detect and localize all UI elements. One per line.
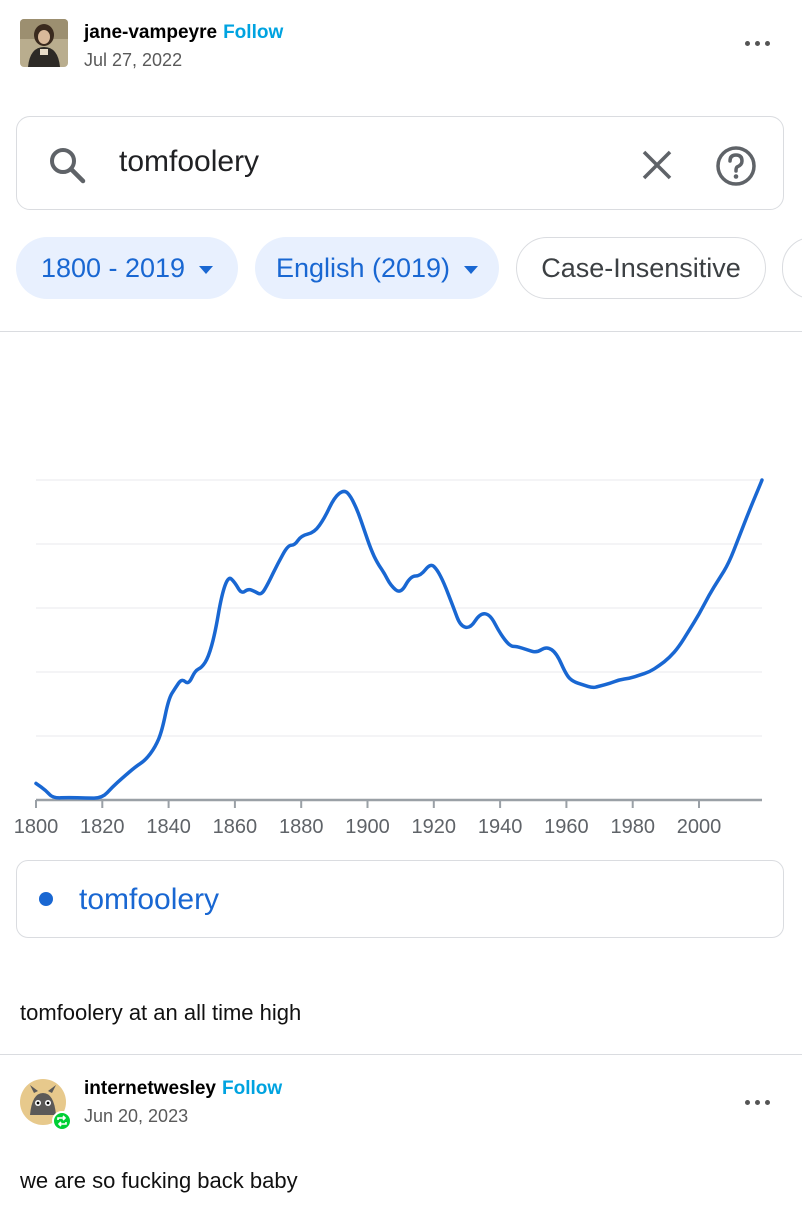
series-line-tomfoolery[interactable] — [34, 478, 764, 800]
x-tick-label: 1960 — [544, 816, 589, 838]
username[interactable]: jane-vampeyre Follow — [84, 22, 283, 44]
more-options-icon[interactable] — [744, 33, 774, 53]
username-text[interactable]: internetwesley — [84, 1078, 216, 1099]
post-caption: tomfoolery at an all time high — [20, 1000, 302, 1025]
more-options-icon[interactable] — [744, 1092, 774, 1112]
corpus-label: English (2019) — [275, 252, 451, 283]
case-chip[interactable]: Case-Insensitive — [516, 237, 766, 299]
x-tick-label: 1980 — [610, 816, 655, 838]
post-header: jane-vampeyre Follow Jul 27, 2022 — [0, 16, 802, 86]
x-tick-label: 2000 — [677, 816, 722, 838]
help-icon[interactable] — [715, 145, 757, 187]
username-text[interactable]: jane-vampeyre — [84, 22, 218, 43]
smoothing-chip[interactable] — [782, 237, 802, 299]
reblog-header: internetwesley Follow Jun 20, 2023 — [0, 1074, 802, 1144]
case-label: Case-Insensitive — [541, 252, 741, 283]
divider — [0, 1054, 802, 1055]
x-tick-label: 1880 — [279, 816, 324, 838]
reblog-caption: we are so fucking back baby — [20, 1168, 298, 1193]
x-tick-label: 1900 — [345, 816, 390, 838]
x-tick-label: 1840 — [146, 816, 191, 838]
close-icon[interactable] — [637, 145, 677, 185]
legend-label[interactable]: tomfoolery — [79, 883, 220, 916]
follow-button[interactable]: Follow — [222, 1078, 283, 1099]
chevron-down-icon — [199, 265, 214, 274]
x-tick-label: 1920 — [412, 816, 457, 838]
x-tick-label: 1860 — [213, 816, 258, 838]
divider — [0, 331, 802, 332]
x-tick-label: 1940 — [478, 816, 523, 838]
chart-legend[interactable]: tomfoolery — [16, 860, 784, 938]
avatar[interactable] — [20, 1079, 72, 1131]
legend-dot — [39, 892, 53, 906]
search-input[interactable]: tomfoolery — [119, 145, 260, 178]
date-range-label: 1800 - 2019 — [40, 252, 186, 283]
avatar[interactable] — [20, 19, 68, 67]
x-tick-label: 1800 — [14, 816, 59, 838]
username[interactable]: internetwesley Follow — [84, 1078, 282, 1100]
ngram-chart: 1800 1820 1840 1860 1880 1900 1920 1940 1960 1980… — [14, 478, 764, 838]
search-icon — [47, 145, 87, 185]
post-date: Jul 27, 2022 — [84, 50, 183, 70]
follow-button[interactable]: Follow — [223, 22, 284, 43]
chevron-down-icon — [464, 265, 479, 274]
search-box[interactable]: tomfoolery — [16, 116, 784, 210]
x-tick-label: 1820 — [80, 816, 125, 838]
date-range-chip[interactable]: 1800 - 2019 — [16, 237, 238, 299]
post-date: Jun 20, 2023 — [84, 1106, 189, 1126]
corpus-chip[interactable]: English (2019) — [255, 237, 499, 299]
reblog-icon — [52, 1111, 72, 1131]
